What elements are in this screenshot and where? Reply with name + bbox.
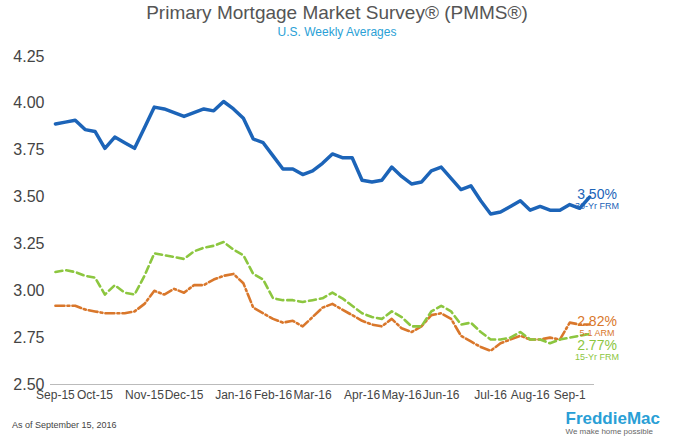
svg-text:2.75: 2.75 bbox=[13, 329, 44, 346]
svg-text:Jul-16: Jul-16 bbox=[474, 388, 507, 402]
svg-text:2.77%: 2.77% bbox=[577, 337, 617, 353]
svg-text:Dec-15: Dec-15 bbox=[165, 388, 204, 402]
svg-text:2.82%: 2.82% bbox=[577, 313, 617, 329]
svg-text:Sep-15: Sep-15 bbox=[36, 388, 75, 402]
svg-text:15-Yr FRM: 15-Yr FRM bbox=[575, 352, 619, 362]
svg-text:Nov-15: Nov-15 bbox=[125, 388, 164, 402]
svg-text:May-16: May-16 bbox=[382, 388, 422, 402]
svg-text:3.00: 3.00 bbox=[13, 282, 44, 299]
svg-text:Feb-16: Feb-16 bbox=[254, 388, 292, 402]
svg-text:2.50: 2.50 bbox=[13, 375, 45, 393]
svg-text:Jan-16: Jan-16 bbox=[215, 388, 252, 402]
svg-text:Aug-16: Aug-16 bbox=[511, 388, 550, 402]
svg-text:Mar-16: Mar-16 bbox=[294, 388, 332, 402]
svg-text:Oct-15: Oct-15 bbox=[77, 388, 113, 402]
svg-text:Apr-16: Apr-16 bbox=[344, 388, 380, 402]
html-text:We make home possible: We make home possible bbox=[565, 427, 653, 436]
html-text:U.S. Weekly Averages: U.S. Weekly Averages bbox=[277, 25, 397, 39]
svg-text:Jun-16: Jun-16 bbox=[423, 388, 460, 402]
svg-text:3.50: 3.50 bbox=[13, 188, 44, 205]
svg-text:3.50%: 3.50% bbox=[577, 186, 617, 202]
svg-text:4.25: 4.25 bbox=[13, 48, 44, 65]
html-text:FreddieMac: FreddieMac bbox=[565, 409, 660, 428]
svg-text:5-1 ARM: 5-1 ARM bbox=[579, 328, 615, 338]
html-text:As of September 15, 2016: As of September 15, 2016 bbox=[12, 420, 117, 430]
svg-text:4.00: 4.00 bbox=[13, 94, 44, 111]
svg-text:3.75: 3.75 bbox=[13, 141, 44, 158]
html-text:Primary Mortgage Market Survey: Primary Mortgage Market Survey® (PMMS®) bbox=[146, 2, 528, 23]
svg-text:30-Yr FRM: 30-Yr FRM bbox=[575, 201, 619, 211]
svg-text:Sep-1: Sep-1 bbox=[554, 388, 586, 402]
svg-text:3.25: 3.25 bbox=[13, 235, 44, 252]
